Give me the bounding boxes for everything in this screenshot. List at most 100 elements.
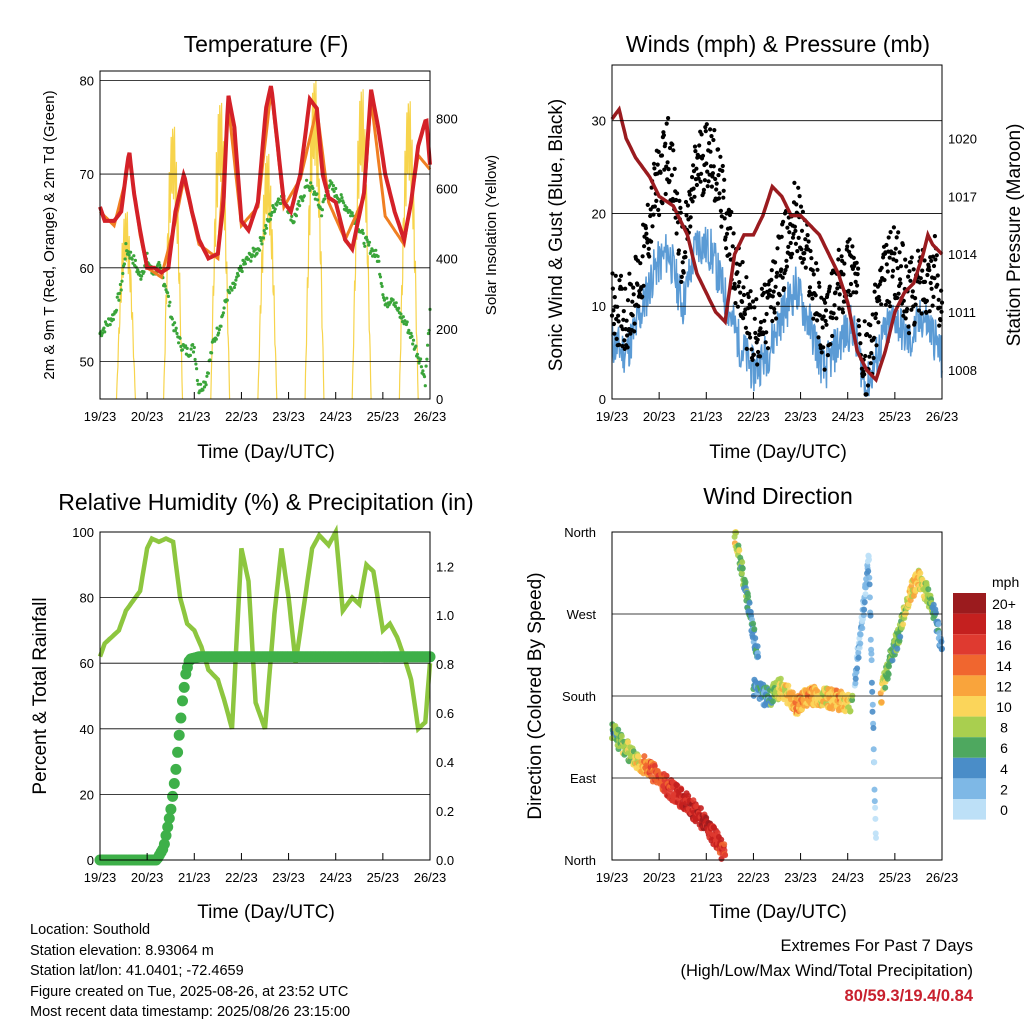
gust-point [854, 290, 859, 295]
dewpoint-point [294, 214, 298, 218]
extremes-title: Extremes For Past 7 Days [780, 937, 973, 955]
gust-point [913, 296, 918, 301]
dewpoint-point [378, 275, 383, 279]
gust-point [879, 302, 884, 307]
gust-point [710, 174, 715, 179]
dewpoint-point [175, 331, 179, 336]
colorbar-label: 14 [996, 658, 1012, 674]
direction-point [869, 701, 876, 708]
gust-point [763, 282, 768, 287]
wind-direction-xlabel: Time (Day/UTC) [709, 902, 847, 923]
gust-point [909, 307, 914, 312]
gust-point [735, 304, 741, 309]
gust-point [769, 277, 774, 282]
gust-point [687, 192, 692, 197]
gust-point [654, 198, 659, 203]
gust-point [625, 333, 630, 338]
gust-point [645, 202, 650, 207]
rain-ytick-label: 0.8 [436, 657, 454, 672]
dewpoint-point [312, 192, 316, 196]
dewpoint-point [192, 345, 196, 350]
gust-point [770, 294, 775, 299]
direction-point [872, 804, 879, 811]
dewpoint-point [240, 269, 244, 274]
dewpoint-point [262, 229, 266, 233]
gust-point [836, 257, 841, 262]
gust-point [937, 305, 942, 310]
gust-point [712, 128, 717, 133]
temp-ytick-label: 70 [80, 167, 94, 182]
winds-xlabel: Time (Day/UTC) [709, 442, 847, 463]
direction-point [900, 621, 907, 628]
dewpoint-point [312, 190, 317, 194]
gust-point [793, 228, 798, 233]
gust-point [858, 341, 863, 346]
gust-point [832, 303, 837, 308]
gust-point [850, 244, 855, 249]
gust-point [853, 279, 858, 284]
dewpoint-point [251, 246, 255, 250]
dewpoint-point [193, 357, 197, 362]
rain-ytick-label: 0.6 [436, 706, 454, 721]
gust-point [891, 225, 897, 230]
dewpoint-point [163, 284, 167, 288]
gust-point [613, 273, 618, 278]
dewpoint-point [404, 322, 408, 327]
gust-point [840, 310, 846, 315]
direction-point [868, 650, 875, 657]
gust-point [890, 268, 896, 273]
direction-point [641, 753, 648, 760]
gust-point [662, 167, 667, 172]
gust-point [772, 306, 777, 312]
gust-point [794, 202, 799, 207]
gust-point [927, 309, 932, 314]
direction-point [936, 630, 943, 636]
dewpoint-point [399, 312, 403, 316]
gust-point [906, 331, 912, 336]
gust-point [924, 310, 929, 315]
dewpoint-point [419, 365, 423, 369]
direction-point [868, 657, 875, 664]
direction-point [697, 805, 704, 812]
gust-point [692, 194, 697, 199]
rh-ytick-label: 0 [87, 853, 94, 868]
direction-point [739, 565, 746, 572]
gust-point [803, 237, 808, 242]
pressure-line [610, 105, 944, 383]
extremes-box: Extremes For Past 7 Days (High/Low/Max W… [680, 934, 973, 1009]
gust-point [612, 295, 617, 300]
gust-point [628, 331, 633, 336]
temperature-ylabel: 2m & 9m T (Red, Orange) & 2m Td (Green) [41, 90, 58, 379]
gust-point [699, 171, 704, 176]
gust-point [774, 316, 779, 321]
direction-point [884, 675, 891, 682]
dewpoint-point [204, 383, 208, 387]
gust-point [622, 338, 627, 343]
gust-point [759, 286, 765, 291]
gust-point [789, 255, 794, 260]
direction-point [860, 612, 867, 619]
direction-ytick-label: North [564, 853, 596, 868]
dewpoint-point [311, 186, 315, 190]
dewpoint-point [230, 288, 234, 292]
direction-point [862, 591, 869, 598]
dewpoint-point [232, 285, 236, 290]
rainfall-point [162, 821, 174, 833]
gust-point [856, 324, 862, 329]
gust-point [720, 163, 725, 169]
colorbar-label: 12 [996, 678, 1012, 694]
gust-point [630, 299, 635, 304]
gust-point [670, 142, 675, 147]
dewpoint-point [421, 369, 425, 373]
humidity-line [97, 524, 433, 734]
gust-point [896, 230, 901, 235]
gust-point [683, 199, 689, 205]
dewpoint-point [202, 385, 207, 389]
colorbar-label: 6 [1000, 740, 1008, 756]
gust-point [834, 316, 839, 321]
gust-point [690, 199, 695, 204]
dewpoint-point [381, 293, 385, 297]
gust-point [867, 354, 872, 359]
gust-point [837, 306, 842, 311]
